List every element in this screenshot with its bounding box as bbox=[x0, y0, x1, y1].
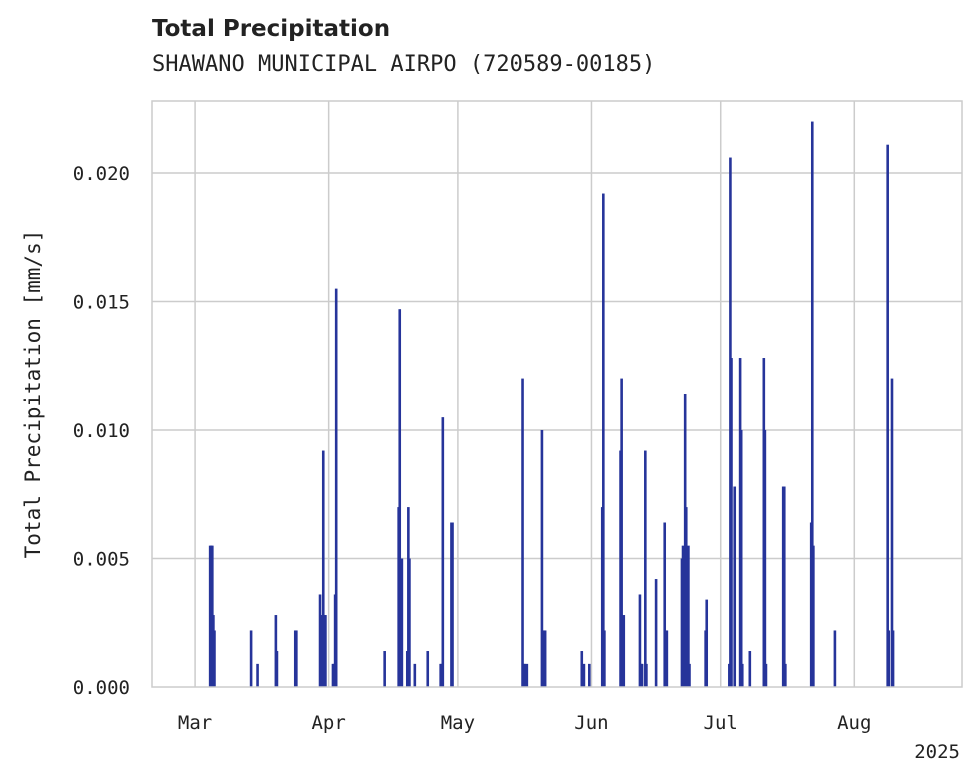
precipitation-bar bbox=[622, 615, 626, 687]
precipitation-bar bbox=[295, 630, 298, 687]
precipitation-bar bbox=[810, 121, 814, 687]
precipitation-bar bbox=[213, 630, 216, 687]
precipitation-bar bbox=[812, 545, 815, 687]
precipitation-bar bbox=[705, 599, 709, 687]
x-tick-label: Jun bbox=[574, 712, 608, 734]
y-tick-label: 0.010 bbox=[73, 420, 130, 442]
precipitation-bar bbox=[383, 651, 386, 687]
y-tick-label: 0.000 bbox=[73, 677, 130, 699]
precipitation-bar bbox=[451, 522, 454, 687]
precipitation-bar bbox=[543, 630, 547, 687]
precipitation-bar bbox=[334, 288, 338, 687]
precipitation-bar bbox=[525, 663, 529, 687]
precipitation-bar bbox=[891, 630, 895, 687]
x-tick-label: Aug bbox=[837, 712, 871, 734]
precipitation-bar bbox=[739, 429, 743, 687]
precipitation-bar bbox=[324, 615, 327, 687]
precipitation-bar bbox=[733, 486, 737, 687]
precipitation-bar bbox=[740, 663, 744, 687]
precipitation-bar bbox=[640, 663, 644, 687]
precipitation-bar bbox=[582, 663, 586, 687]
chart-title: Total Precipitation bbox=[152, 16, 391, 42]
precipitation-bar bbox=[782, 486, 786, 687]
precipitation-bar bbox=[684, 507, 688, 687]
y-tick-label: 0.015 bbox=[73, 291, 130, 313]
precipitation-bar bbox=[523, 663, 526, 687]
x-tick-label: Apr bbox=[311, 712, 345, 734]
precipitation-bar bbox=[645, 663, 648, 687]
x-tick-label: May bbox=[441, 712, 475, 734]
precipitation-bar bbox=[275, 651, 279, 687]
precipitation-bar bbox=[540, 429, 544, 687]
precipitation-bar bbox=[256, 663, 259, 687]
x-tick-label: Jul bbox=[704, 712, 738, 734]
precipitation-bar bbox=[764, 663, 768, 687]
precipitation-bar bbox=[638, 594, 642, 687]
precipitation-bar bbox=[580, 651, 584, 687]
precipitation-bar bbox=[321, 450, 325, 687]
precipitation-bar bbox=[887, 630, 891, 687]
precipitation-bar bbox=[687, 545, 690, 687]
chart-subtitle: SHAWANO MUNICIPAL AIRPO (720589-00185) bbox=[152, 52, 656, 77]
grid bbox=[152, 101, 962, 687]
precipitation-bar bbox=[620, 378, 623, 687]
precipitation-bar bbox=[763, 429, 767, 687]
precipitation-bar bbox=[602, 193, 605, 687]
precipitation-bar bbox=[665, 630, 669, 687]
precipitation-bar bbox=[408, 558, 411, 687]
precipitation-bar bbox=[886, 144, 889, 687]
precipitation-bar bbox=[654, 579, 658, 687]
precipitation-bar bbox=[681, 545, 685, 687]
y-tick-label: 0.020 bbox=[73, 163, 130, 185]
y-axis-label: Total Precipitation [mm/s] bbox=[21, 230, 45, 559]
precipitation-bar bbox=[398, 309, 402, 687]
precipitation-bar bbox=[730, 358, 733, 687]
precipitation-bar bbox=[441, 417, 445, 687]
precipitation-bar bbox=[588, 663, 591, 687]
plot-frame bbox=[151, 100, 963, 688]
precipitation-bar bbox=[413, 663, 417, 687]
precipitation-bar bbox=[426, 651, 430, 687]
precipitation-bar bbox=[784, 663, 787, 687]
precipitation-bar bbox=[319, 615, 323, 687]
precipitation-bar bbox=[603, 630, 606, 687]
precipitation-bar bbox=[663, 522, 667, 687]
precipitation-bar bbox=[890, 378, 894, 687]
x-axis-year-label: 2025 bbox=[914, 741, 960, 763]
precipitation-bar bbox=[249, 630, 253, 687]
precipitation-bar bbox=[644, 450, 647, 687]
bars bbox=[208, 121, 895, 688]
y-tick-label: 0.005 bbox=[73, 548, 130, 570]
x-tick-label: Mar bbox=[178, 712, 212, 734]
precipitation-bar bbox=[748, 651, 752, 687]
precipitation-bar bbox=[833, 630, 837, 687]
tick-labels: 0.000 0.005 0.010 0.015 0.020 Mar Apr May Jun Jul… bbox=[73, 163, 872, 734]
precipitation-bar bbox=[400, 558, 404, 687]
precipitation-bar bbox=[521, 378, 524, 687]
precipitation-bar bbox=[688, 663, 691, 687]
